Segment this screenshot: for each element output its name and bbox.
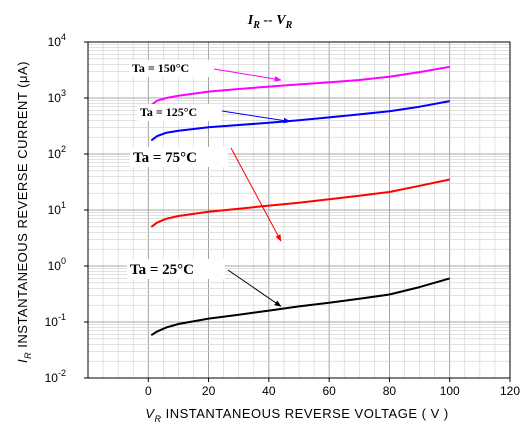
- x-tick-label: 40: [262, 384, 276, 398]
- series-annotation-label: Ta = 125°C: [140, 105, 197, 119]
- series-line: [150, 65, 450, 106]
- x-tick-label: 80: [383, 384, 397, 398]
- y-tick-label: 104: [48, 32, 66, 49]
- x-tick-label: 120: [500, 384, 520, 398]
- series-annotation-label: Ta = 150°C: [132, 61, 189, 75]
- y-tick-label: 102: [48, 144, 66, 161]
- y-tick-label: 101: [48, 200, 66, 217]
- annotation-arrow: [213, 68, 282, 82]
- y-tick-label: 103: [48, 88, 66, 105]
- series-line: [150, 100, 450, 142]
- annotation-box: [129, 60, 219, 77]
- x-tick-label: 0: [145, 384, 152, 398]
- series-annotation-label: Ta = 75°C: [133, 150, 197, 166]
- annotation-arrow: [227, 269, 282, 307]
- x-axis-label: VR INSTANTANEOUS REVERSE VOLTAGE ( V ): [145, 406, 448, 424]
- series-annotation-label: Ta = 25°C: [130, 262, 194, 278]
- annotation-box: [130, 147, 228, 167]
- grid: [87, 42, 511, 379]
- annotation-box: [137, 104, 221, 121]
- annotation-arrow: [230, 147, 282, 242]
- x-tick-label: 20: [202, 384, 216, 398]
- annotations: Ta = 150°C Ta = 125°C Ta = 75°C Ta = 25°C: [127, 60, 291, 307]
- series-line: [150, 277, 450, 337]
- chart-title: IR -- VR: [247, 13, 293, 31]
- y-axis-label: IR INSTANTANEOUS REVERSE CURRENT (μA): [15, 61, 33, 363]
- axis-ticks: 0 20 40 60 80 100 120 10-2 10-1 100 101 102 103 104: [45, 32, 521, 398]
- x-tick-label: 100: [440, 384, 460, 398]
- y-tick-label: 10-2: [45, 368, 66, 385]
- series-line: [150, 178, 450, 228]
- series-lines: [150, 65, 450, 337]
- annotation-arrow: [221, 110, 291, 124]
- y-tick-label: 100: [48, 256, 66, 273]
- y-tick-label: 10-1: [45, 312, 66, 329]
- annotation-box: [127, 259, 225, 279]
- x-tick-label: 60: [322, 384, 336, 398]
